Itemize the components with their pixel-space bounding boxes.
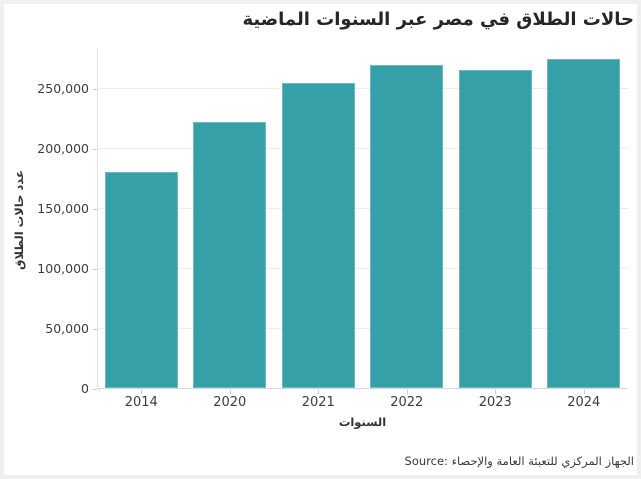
x-tick-mark <box>583 390 585 394</box>
x-tick-mark <box>141 390 143 394</box>
gridline <box>98 148 628 150</box>
y-tick-mark <box>93 329 97 330</box>
gridline <box>98 88 628 90</box>
x-tick-mark <box>406 390 408 394</box>
y-tick-label: 150,000 <box>37 201 89 216</box>
gridline <box>98 328 628 330</box>
bar-2014 <box>104 172 178 388</box>
bar-2021 <box>281 83 355 388</box>
y-tick-mark <box>93 269 97 270</box>
y-tick-label: 0 <box>81 381 89 396</box>
x-tick-label: 2021 <box>301 395 335 410</box>
x-axis-line <box>97 388 628 389</box>
x-tick-mark <box>318 390 320 394</box>
y-tick-label: 100,000 <box>37 261 89 276</box>
bar-2022 <box>370 65 444 388</box>
bar-2023 <box>458 70 532 388</box>
y-tick-label: 200,000 <box>37 141 89 156</box>
plot-area <box>97 48 628 389</box>
x-tick-mark <box>495 390 497 394</box>
x-axis-title: السنوات <box>338 415 387 429</box>
gridline <box>98 268 628 270</box>
y-tick-mark <box>93 89 97 90</box>
x-tick-label: 2024 <box>567 395 601 410</box>
bar-2020 <box>193 121 267 388</box>
y-axis-line <box>97 48 98 389</box>
y-tick-mark <box>93 209 97 210</box>
x-tick-label: 2023 <box>478 395 512 410</box>
x-tick-label: 2014 <box>124 395 158 410</box>
y-tick-mark <box>93 389 97 390</box>
x-tick-label: 2022 <box>390 395 424 410</box>
x-tick-label: 2020 <box>213 395 247 410</box>
source-note: Source: الجهاز المركزي للتعبئة العامة وا… <box>404 454 634 468</box>
y-tick-mark <box>93 149 97 150</box>
bar-2024 <box>547 59 621 388</box>
x-tick-mark <box>229 390 231 394</box>
gridline <box>98 208 628 210</box>
y-tick-label: 250,000 <box>37 81 89 96</box>
chart-title: حالات الطلاق في مصر عبر السنوات الماضية <box>242 9 634 30</box>
y-tick-label: 50,000 <box>45 321 89 336</box>
